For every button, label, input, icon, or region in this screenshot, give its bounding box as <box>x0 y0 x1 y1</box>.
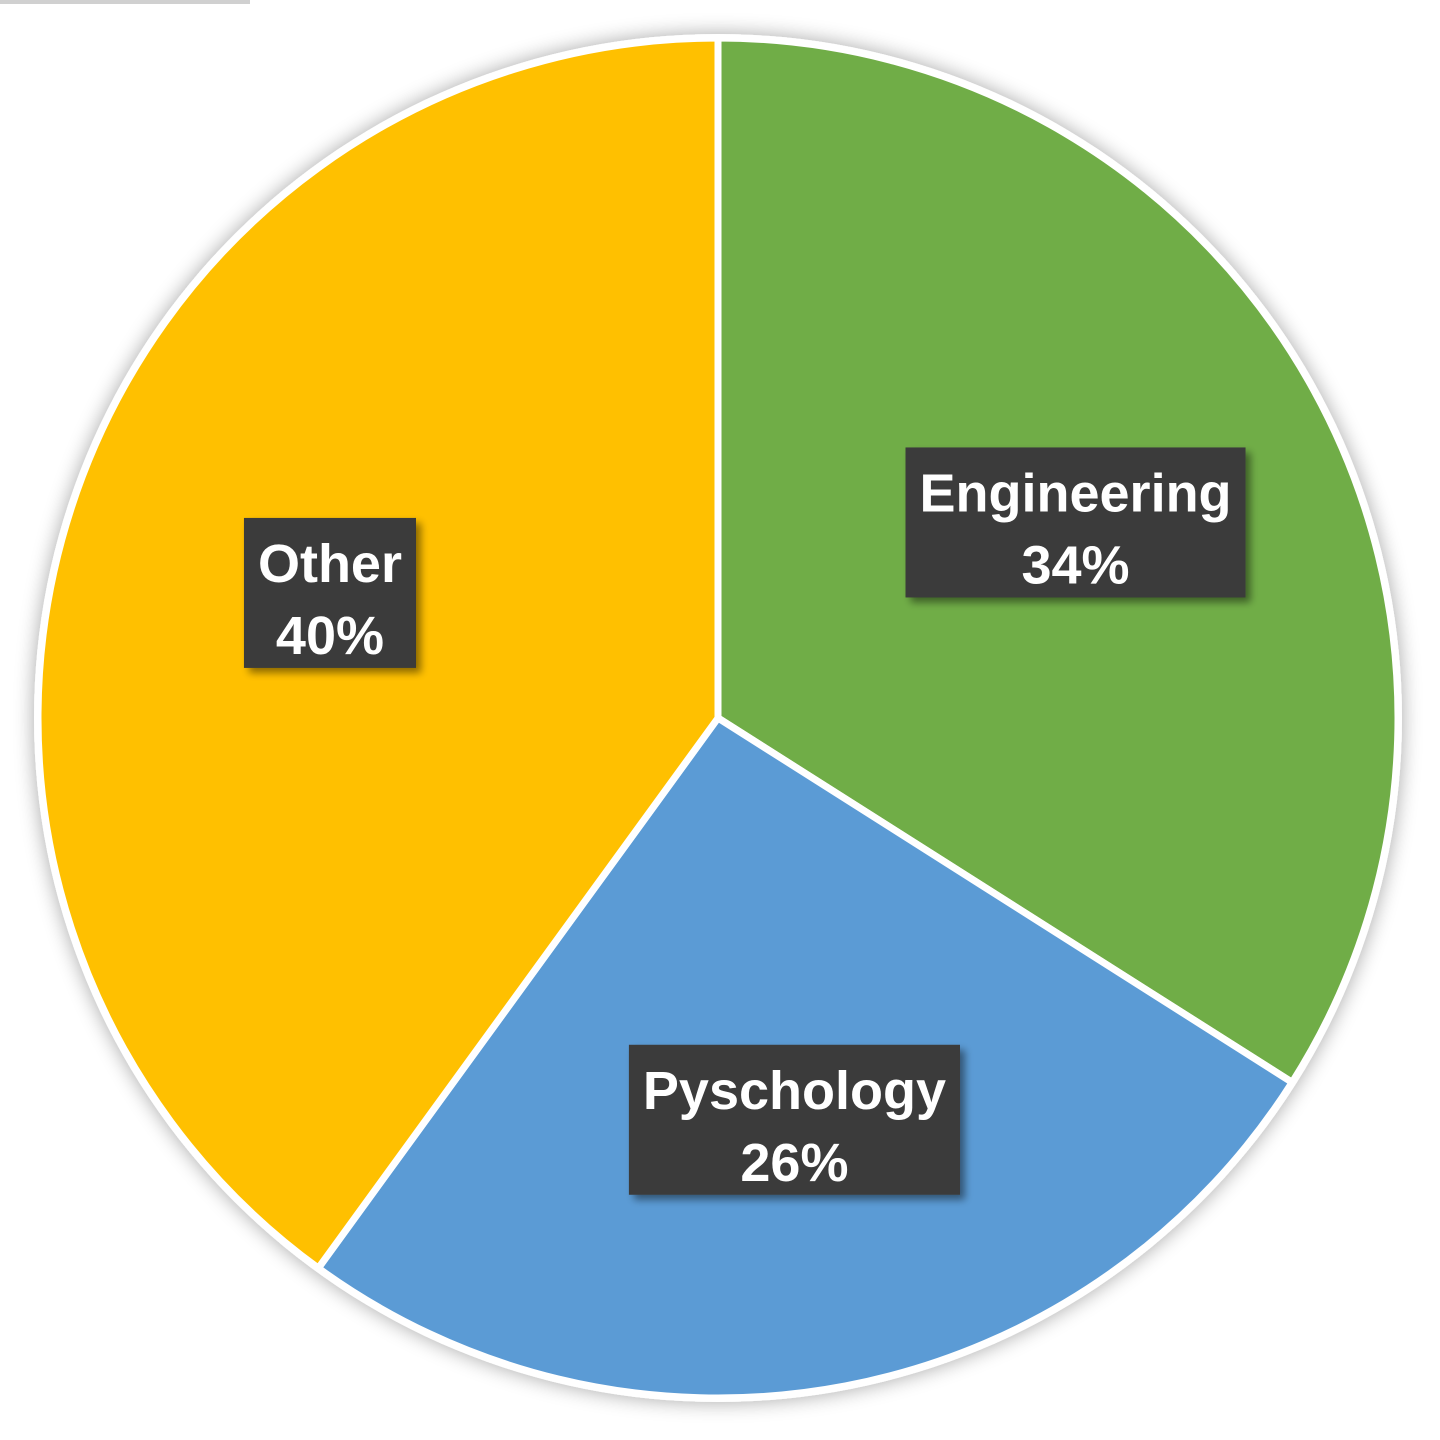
label-percent-engineering: 34% <box>1021 535 1129 595</box>
label-percent-other: 40% <box>276 606 384 666</box>
top-divider-line <box>0 0 250 4</box>
label-category-other: Other <box>258 534 402 594</box>
data-label-other: Other 40% <box>243 517 416 668</box>
pie-labels: Engineering 34% Pyschology 26% Other 40% <box>243 447 1246 1195</box>
data-label-engineering: Engineering 34% <box>905 447 1246 598</box>
label-category-pyschology: Pyschology <box>643 1061 946 1121</box>
label-percent-pyschology: 26% <box>740 1133 848 1193</box>
label-box-pyschology <box>628 1044 960 1195</box>
label-box-other <box>243 517 416 668</box>
label-category-engineering: Engineering <box>920 463 1232 523</box>
data-label-pyschology: Pyschology 26% <box>628 1044 960 1195</box>
label-box-engineering <box>905 447 1246 598</box>
